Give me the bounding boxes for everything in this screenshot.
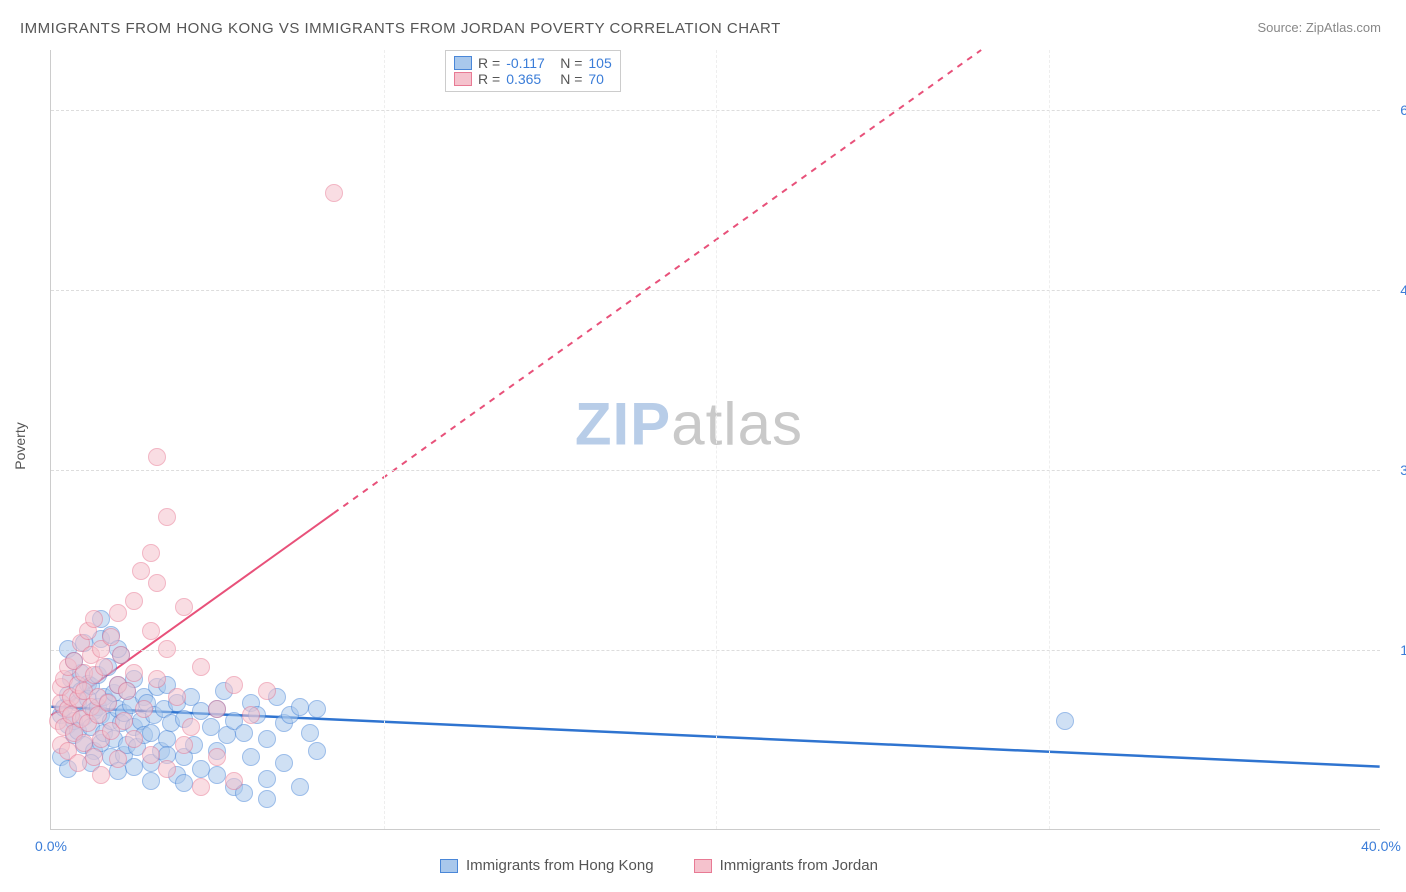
- legend-item-hongkong: Immigrants from Hong Kong: [440, 857, 654, 874]
- watermark-zip: ZIP: [575, 390, 671, 457]
- data-point: [242, 748, 260, 766]
- data-point: [175, 598, 193, 616]
- data-point: [225, 772, 243, 790]
- n-label: N =: [560, 71, 582, 87]
- data-point: [132, 562, 150, 580]
- data-point: [258, 682, 276, 700]
- data-point: [142, 724, 160, 742]
- x-tick-label: 0.0%: [35, 838, 67, 854]
- data-point: [225, 676, 243, 694]
- r-label: R =: [478, 71, 500, 87]
- stats-row-hongkong: R = -0.117 N = 105: [454, 55, 612, 71]
- n-label: N =: [560, 55, 582, 71]
- scatter-plot: ZIPatlas 15.0%30.0%45.0%60.0%0.0%40.0%: [50, 50, 1380, 830]
- data-point: [325, 184, 343, 202]
- data-point: [1056, 712, 1074, 730]
- data-point: [168, 688, 186, 706]
- data-point: [148, 448, 166, 466]
- x-tick-label: 40.0%: [1361, 838, 1401, 854]
- data-point: [135, 700, 153, 718]
- swatch-jordan: [694, 859, 712, 873]
- data-point: [192, 778, 210, 796]
- data-point: [158, 760, 176, 778]
- data-point: [208, 748, 226, 766]
- swatch-jordan: [454, 72, 472, 86]
- r-value-jordan: 0.365: [506, 71, 554, 87]
- chart-title: IMMIGRANTS FROM HONG KONG VS IMMIGRANTS …: [20, 20, 781, 37]
- data-point: [175, 736, 193, 754]
- data-point: [291, 778, 309, 796]
- y-tick-label: 60.0%: [1400, 102, 1406, 118]
- data-point: [258, 770, 276, 788]
- data-point: [125, 592, 143, 610]
- data-point: [158, 508, 176, 526]
- data-point: [192, 658, 210, 676]
- data-point: [92, 766, 110, 784]
- data-point: [175, 774, 193, 792]
- data-point: [142, 746, 160, 764]
- source-value: ZipAtlas.com: [1306, 20, 1381, 35]
- data-point: [115, 712, 133, 730]
- data-point: [192, 760, 210, 778]
- data-point: [112, 646, 130, 664]
- data-point: [158, 640, 176, 658]
- legend-item-jordan: Immigrants from Jordan: [694, 857, 878, 874]
- stats-row-jordan: R = 0.365 N = 70: [454, 71, 612, 87]
- x-tick: [384, 50, 385, 829]
- n-value-jordan: 70: [588, 71, 604, 87]
- data-point: [102, 628, 120, 646]
- data-point: [308, 742, 326, 760]
- data-point: [142, 622, 160, 640]
- data-point: [258, 730, 276, 748]
- data-point: [275, 754, 293, 772]
- y-axis-label: Poverty: [12, 422, 28, 469]
- data-point: [142, 544, 160, 562]
- y-tick-label: 15.0%: [1400, 642, 1406, 658]
- data-point: [258, 790, 276, 808]
- data-point: [242, 706, 260, 724]
- data-point: [182, 718, 200, 736]
- data-point: [142, 772, 160, 790]
- data-point: [208, 700, 226, 718]
- source-label: Source:: [1257, 20, 1305, 35]
- bottom-legend: Immigrants from Hong Kong Immigrants fro…: [440, 857, 878, 874]
- data-point: [95, 658, 113, 676]
- data-point: [109, 750, 127, 768]
- x-tick: [716, 50, 717, 829]
- legend-label-hongkong: Immigrants from Hong Kong: [466, 857, 654, 874]
- watermark: ZIPatlas: [575, 389, 803, 458]
- source-attribution: Source: ZipAtlas.com: [1257, 20, 1381, 35]
- data-point: [291, 698, 309, 716]
- data-point: [125, 758, 143, 776]
- swatch-hongkong: [454, 56, 472, 70]
- data-point: [118, 682, 136, 700]
- data-point: [301, 724, 319, 742]
- r-label: R =: [478, 55, 500, 71]
- r-value-hongkong: -0.117: [506, 55, 554, 71]
- data-point: [148, 574, 166, 592]
- data-point: [125, 730, 143, 748]
- data-point: [69, 754, 87, 772]
- x-tick: [1049, 50, 1050, 829]
- n-value-hongkong: 105: [588, 55, 611, 71]
- data-point: [202, 718, 220, 736]
- y-tick-label: 30.0%: [1400, 462, 1406, 478]
- data-point: [308, 700, 326, 718]
- data-point: [208, 766, 226, 784]
- y-tick-label: 45.0%: [1400, 282, 1406, 298]
- legend-label-jordan: Immigrants from Jordan: [720, 857, 878, 874]
- data-point: [125, 664, 143, 682]
- data-point: [109, 604, 127, 622]
- data-point: [148, 670, 166, 688]
- data-point: [85, 610, 103, 628]
- watermark-atlas: atlas: [671, 390, 803, 457]
- stats-legend: R = -0.117 N = 105 R = 0.365 N = 70: [445, 50, 621, 92]
- data-point: [235, 724, 253, 742]
- swatch-hongkong: [440, 859, 458, 873]
- data-point: [85, 748, 103, 766]
- data-point: [99, 694, 117, 712]
